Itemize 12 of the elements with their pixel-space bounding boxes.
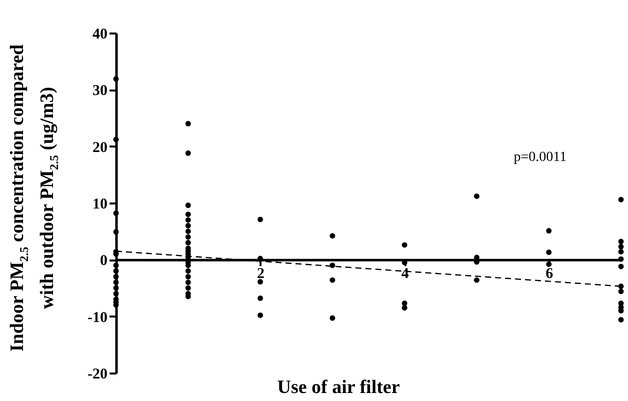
y-tick-label: 20 xyxy=(92,140,108,156)
x-tick-label: 4 xyxy=(401,266,410,282)
y-tick-label: -10 xyxy=(88,310,108,326)
y-tick-label: 10 xyxy=(92,196,108,212)
annotation: p=0.0011 xyxy=(514,150,567,165)
y-tick-label: 40 xyxy=(92,26,108,42)
x-tick-label: 2 xyxy=(257,266,265,282)
y-tick-label: -20 xyxy=(88,366,108,382)
y-tick-label: 0 xyxy=(100,253,108,270)
x-tick-label: 6 xyxy=(546,266,554,282)
x-axis-title: Use of air filter xyxy=(277,377,400,398)
y-tick-label: 30 xyxy=(92,83,108,100)
